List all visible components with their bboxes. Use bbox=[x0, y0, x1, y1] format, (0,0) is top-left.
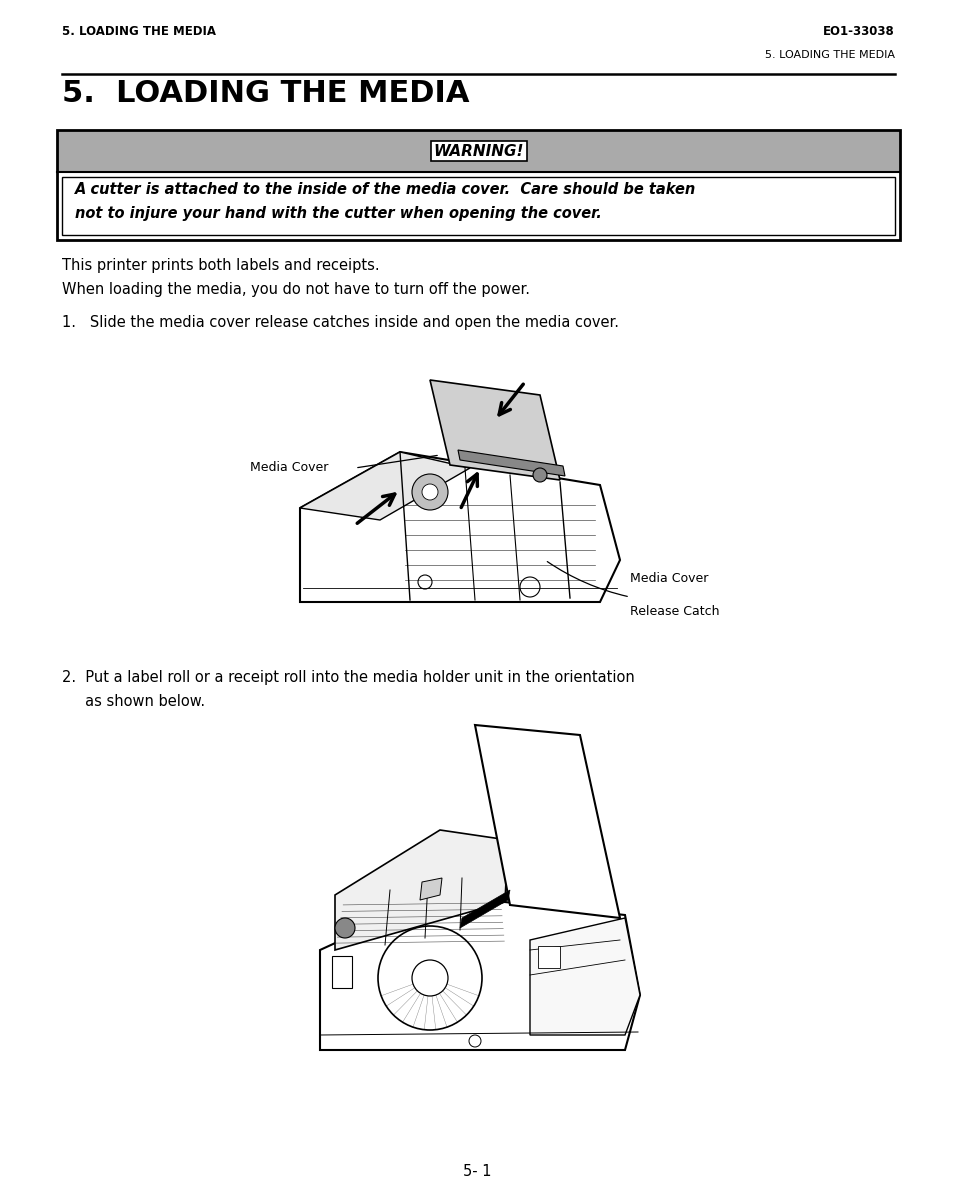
Text: 5. LOADING THE MEDIA: 5. LOADING THE MEDIA bbox=[764, 50, 894, 60]
Text: not to injure your hand with the cutter when opening the cover.: not to injure your hand with the cutter … bbox=[75, 206, 601, 220]
Text: A cutter is attached to the inside of the media cover.  Care should be taken: A cutter is attached to the inside of th… bbox=[75, 182, 696, 196]
Bar bbox=[332, 956, 352, 988]
Text: Media Cover: Media Cover bbox=[629, 571, 708, 585]
Circle shape bbox=[335, 918, 355, 938]
Bar bbox=[537, 946, 559, 968]
Polygon shape bbox=[475, 725, 619, 918]
Bar bbox=[57, 131, 899, 173]
Text: as shown below.: as shown below. bbox=[62, 694, 205, 709]
Polygon shape bbox=[530, 918, 639, 1035]
Text: 5.  LOADING THE MEDIA: 5. LOADING THE MEDIA bbox=[62, 79, 469, 108]
Circle shape bbox=[377, 926, 481, 1030]
Text: Media Cover: Media Cover bbox=[250, 461, 328, 474]
Text: Release Catch: Release Catch bbox=[629, 605, 719, 618]
Text: 1.   Slide the media cover release catches inside and open the media cover.: 1. Slide the media cover release catches… bbox=[62, 315, 618, 329]
Circle shape bbox=[533, 468, 546, 482]
Polygon shape bbox=[419, 878, 441, 900]
Polygon shape bbox=[299, 452, 619, 603]
Polygon shape bbox=[459, 890, 510, 928]
Text: When loading the media, you do not have to turn off the power.: When loading the media, you do not have … bbox=[62, 282, 530, 297]
Polygon shape bbox=[335, 830, 507, 950]
Bar bbox=[57, 131, 899, 240]
Text: 5. LOADING THE MEDIA: 5. LOADING THE MEDIA bbox=[62, 25, 215, 38]
Polygon shape bbox=[319, 895, 639, 1049]
Polygon shape bbox=[457, 450, 564, 476]
Text: 2.  Put a label roll or a receipt roll into the media holder unit in the orienta: 2. Put a label roll or a receipt roll in… bbox=[62, 670, 634, 685]
Text: This printer prints both labels and receipts.: This printer prints both labels and rece… bbox=[62, 258, 379, 273]
Polygon shape bbox=[430, 380, 559, 480]
Circle shape bbox=[412, 960, 448, 996]
Bar bbox=[62, 177, 894, 235]
Text: WARNING!: WARNING! bbox=[433, 144, 523, 158]
Circle shape bbox=[412, 474, 448, 510]
Polygon shape bbox=[299, 452, 470, 520]
Text: EO1-33038: EO1-33038 bbox=[822, 25, 894, 38]
Circle shape bbox=[421, 484, 437, 500]
Text: 5- 1: 5- 1 bbox=[462, 1164, 491, 1180]
